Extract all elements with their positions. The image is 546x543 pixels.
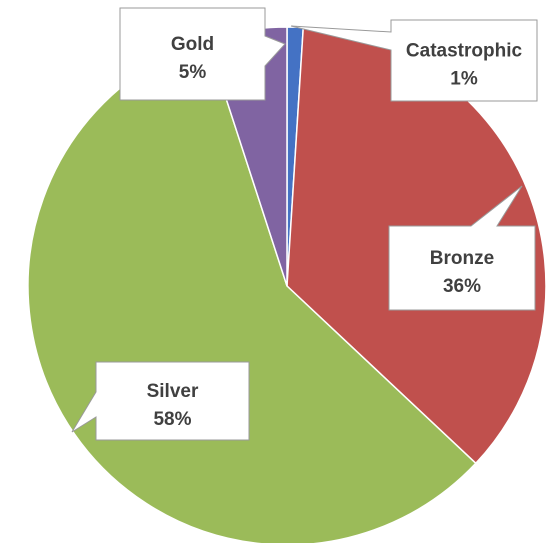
slice-label-bronze: Bronze [430,248,494,269]
data-label-gold: Gold 5% [119,7,286,101]
slice-value-gold: 5% [179,62,207,83]
slice-label-catastrophic: Catastrophic [406,41,523,62]
slice-value-silver: 58% [153,409,191,430]
data-label-box [388,185,536,311]
slice-value-bronze: 36% [443,276,481,297]
data-label-catastrophic: Catastrophic 1% [290,19,538,102]
data-label-box [71,361,250,441]
slice-label-silver: Silver [147,381,199,402]
data-label-box [119,7,286,101]
slice-label-gold: Gold [171,34,214,55]
data-label-bronze: Bronze 36% [388,185,536,311]
data-labels: Catastrophic 1% Bronze 36% Silver 58% Gold 5% [71,7,538,441]
data-label-box [290,19,538,102]
data-label-silver: Silver 58% [71,361,250,441]
slice-value-catastrophic: 1% [450,69,478,90]
